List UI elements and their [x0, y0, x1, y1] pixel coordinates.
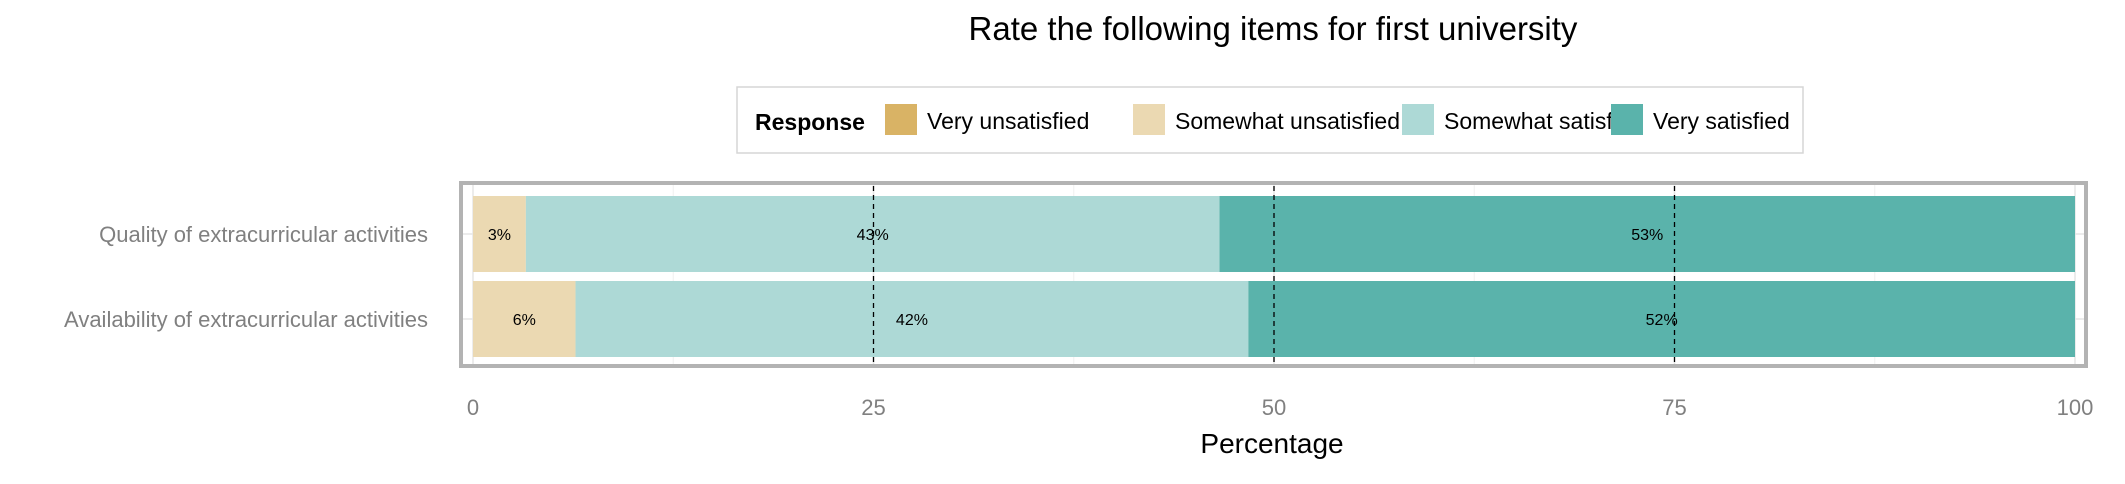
category-labels: Quality of extracurricular activities Ava… [64, 222, 428, 332]
x-tick-label: 75 [1662, 395, 1686, 420]
chart-title: Rate the following items for first unive… [969, 10, 1578, 47]
bar-segment [575, 281, 1249, 357]
bar-segment [1219, 196, 2075, 272]
x-axis-ticks: 0 25 50 75 100 [467, 395, 2093, 420]
bar-segment [473, 281, 576, 357]
legend-label: Very satisfied [1653, 108, 1790, 134]
legend-swatch [1611, 104, 1643, 135]
data-label: 6% [513, 312, 536, 329]
legend-label: Somewhat satisfied [1444, 108, 1643, 134]
legend-label: Somewhat unsatisfied [1175, 108, 1400, 134]
data-label: 42% [896, 312, 928, 329]
data-labels: 3% 43% 53% 6% 42% 52% [488, 227, 1678, 329]
panel-border [459, 181, 2088, 368]
legend-items: Very unsatisfied Somewhat unsatisfied Some… [885, 104, 1790, 135]
x-tick-label: 100 [2057, 395, 2094, 420]
data-label: 43% [857, 227, 889, 244]
x-axis-title: Percentage [1200, 428, 1343, 459]
x-tick-label: 0 [467, 395, 479, 420]
category-label: Quality of extracurricular activities [99, 222, 428, 247]
bars [473, 196, 2075, 357]
bar-segment [473, 196, 526, 272]
bar-segment [525, 196, 1220, 272]
x-tick-label: 50 [1262, 395, 1286, 420]
legend-title: Response [755, 109, 865, 135]
x-tick-label: 25 [861, 395, 885, 420]
panel-frame [459, 181, 2088, 368]
legend-swatch [885, 104, 917, 135]
reference-lines [872, 186, 1676, 363]
legend: Response Very unsatisfied Somewhat unsati… [736, 86, 1804, 154]
legend-label: Very unsatisfied [927, 108, 1089, 134]
legend-swatch [1402, 104, 1434, 135]
data-label: 52% [1646, 312, 1678, 329]
bar-segment [1248, 281, 2075, 357]
legend-swatch [1133, 104, 1165, 135]
plot-area: 3% 43% 53% 6% 42% 52% [459, 181, 2088, 368]
data-label: 53% [1631, 227, 1663, 244]
category-label: Availability of extracurricular activiti… [64, 307, 428, 332]
data-label: 3% [488, 227, 511, 244]
